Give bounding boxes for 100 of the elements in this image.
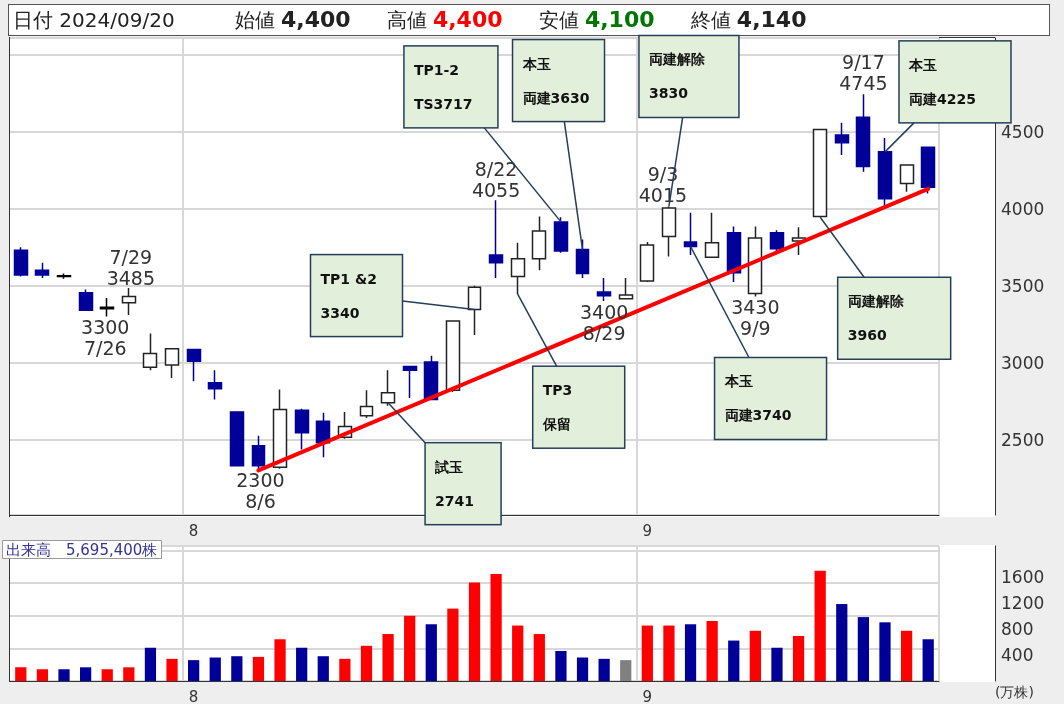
- bar: [447, 608, 459, 681]
- candlestick: [445, 319, 461, 393]
- y-tick-label: 400: [1001, 644, 1034, 665]
- text: 両建解除 3830: [648, 51, 705, 102]
- candlestick: [683, 211, 698, 256]
- annotation: 3400 8/29: [579, 300, 629, 344]
- text: 試玉 2741: [435, 458, 475, 509]
- bar: [425, 624, 437, 681]
- text: 本玉両建3630: [522, 55, 590, 106]
- y-tick-label: 1200: [1001, 592, 1045, 613]
- bar: [555, 651, 567, 681]
- bar: [684, 624, 697, 681]
- x-tick-label: 8: [188, 521, 199, 540]
- bar: [814, 570, 826, 681]
- candlestick: [315, 411, 331, 459]
- y-axis-title: (万株): [995, 684, 1034, 700]
- bar: [360, 645, 373, 681]
- y-tick-label: 2500: [1001, 429, 1045, 450]
- bar: [144, 647, 157, 681]
- candlestick: [855, 93, 871, 173]
- candlestick: [899, 163, 915, 193]
- text: 終値 4,140: [690, 6, 807, 34]
- chart-title: 日付 2024/09/20: [13, 6, 175, 34]
- candlestick: [294, 408, 310, 451]
- candlestick: [272, 388, 288, 470]
- candlestick: [78, 288, 94, 312]
- bar: [922, 639, 934, 681]
- bar: [792, 636, 805, 681]
- bar: [900, 630, 913, 681]
- bar: [317, 656, 329, 681]
- text: 本玉両建4225: [908, 56, 976, 107]
- bar: [771, 647, 783, 681]
- bar: [80, 667, 92, 681]
- bar: [188, 660, 200, 681]
- candlestick: [142, 332, 158, 372]
- bar: [231, 656, 243, 681]
- candlestick: [704, 211, 720, 259]
- bar: [274, 639, 286, 681]
- bar: [101, 669, 113, 681]
- candlestick: [747, 225, 763, 298]
- text: 高値 4,400: [386, 6, 503, 34]
- bar: [404, 615, 416, 681]
- bar: [533, 634, 545, 681]
- candlestick: [834, 121, 850, 156]
- bar: [836, 604, 848, 681]
- candlestick: [661, 205, 677, 258]
- annotation: 3300 7/26: [81, 316, 130, 360]
- bar: [296, 647, 308, 681]
- candlestick: [359, 389, 374, 419]
- bar: [209, 657, 221, 681]
- bar: [641, 625, 653, 681]
- bar: [382, 634, 394, 681]
- text: TP3 保留: [542, 382, 573, 433]
- bar: [706, 621, 718, 681]
- candlestick: [596, 277, 612, 302]
- chart-title: 出来高 5,695,400株: [6, 540, 158, 559]
- bar: [598, 658, 610, 681]
- candlestick: [186, 348, 202, 382]
- candlestick: [56, 272, 72, 280]
- bar: [123, 667, 135, 681]
- candlestick: [510, 241, 526, 295]
- candlestick: [380, 369, 396, 407]
- bar: [663, 625, 675, 681]
- text: 安値 4,100: [538, 6, 655, 34]
- text: TP1 &2 3340: [320, 270, 377, 321]
- annotation: 9/17 4745: [839, 50, 888, 94]
- candlestick: [467, 284, 482, 336]
- bar: [620, 660, 632, 681]
- annotation: 7/29 3485: [106, 245, 156, 289]
- y-tick-label: 4000: [1001, 198, 1045, 219]
- y-tick-label: 800: [1001, 618, 1034, 639]
- bar: [749, 630, 761, 681]
- candlestick: [207, 369, 223, 401]
- candlestick: [575, 238, 590, 279]
- candlestick: [639, 241, 655, 283]
- bar: [58, 669, 70, 681]
- bar: [252, 656, 265, 681]
- text: 本玉両建3740: [724, 373, 792, 424]
- bar: [166, 658, 178, 681]
- text: TP1-2 TS3717: [413, 61, 473, 112]
- bar: [728, 640, 740, 681]
- candlestick: [531, 215, 547, 272]
- bar: [490, 574, 502, 681]
- annotation: 8/22 4055: [471, 157, 521, 201]
- bar: [576, 657, 589, 681]
- candlestick: [121, 287, 137, 316]
- x-tick-label: 8: [188, 687, 199, 704]
- bar: [15, 667, 27, 681]
- candlestick: [812, 128, 828, 219]
- x-tick-label: 9: [642, 521, 653, 540]
- text: 両建解除 3960: [847, 293, 904, 344]
- annotation: 3430 9/9: [731, 296, 780, 339]
- bar: [468, 582, 481, 681]
- bar: [879, 622, 891, 681]
- text: 始値 4,400: [234, 6, 351, 34]
- candlestick: [553, 216, 569, 254]
- y-tick-label: 3000: [1001, 352, 1045, 373]
- candlestick: [618, 277, 634, 301]
- candlestick: [34, 261, 50, 279]
- candlestick: [13, 246, 29, 278]
